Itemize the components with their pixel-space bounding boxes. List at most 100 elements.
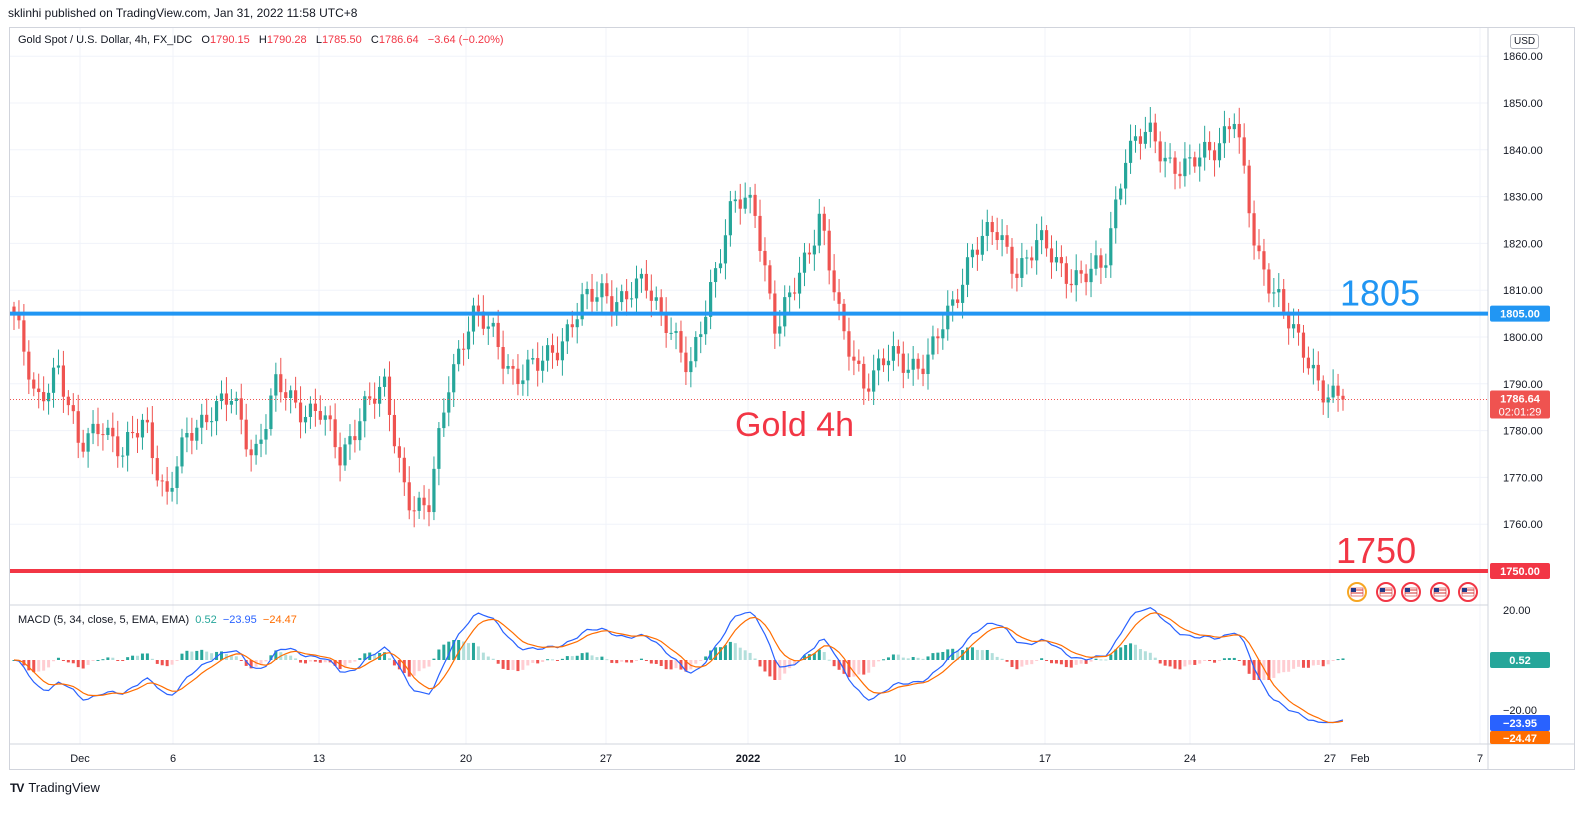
candle-body (679, 331, 683, 353)
macd-histogram-bar (353, 660, 357, 662)
currency-button[interactable]: USD (1510, 34, 1540, 49)
us-flag-event-icon[interactable] (1347, 582, 1367, 602)
candle-body (466, 331, 471, 350)
candle-body (862, 363, 866, 389)
candle-body (625, 291, 629, 300)
macd-histogram-bar (160, 660, 164, 666)
time-tick-label: 7 (1477, 753, 1483, 765)
macd-histogram-bar (516, 660, 520, 672)
macd-histogram-bar (990, 653, 994, 660)
macd-histogram-bar (995, 656, 999, 660)
macd-histogram-bar (1257, 660, 1261, 680)
candle-body (165, 481, 169, 492)
macd-histogram-bar (555, 660, 559, 661)
candle-body (570, 324, 574, 328)
macd-histogram-bar (921, 658, 925, 660)
candle-body (12, 306, 16, 314)
macd-histogram-bar (1277, 660, 1281, 674)
price-tick-label: 1840.00 (1503, 145, 1543, 157)
macd-histogram-bar (877, 660, 881, 662)
macd-histogram-bar (220, 651, 224, 660)
time-tick-label: 20 (460, 753, 472, 765)
tradingview-brand[interactable]: TV TradingView (10, 780, 100, 795)
level-axis-label: 1750.00 (1500, 566, 1540, 578)
candle-body (560, 341, 564, 361)
macd-histogram-bar (37, 660, 41, 672)
macd-histogram-bar (165, 660, 169, 667)
candle-body (644, 273, 648, 291)
us-flag-event-icon[interactable] (1458, 582, 1478, 602)
macd-histogram-bar (857, 660, 861, 675)
macd-histogram-bar (452, 640, 456, 660)
chart-annotation-title: Gold 4h (735, 406, 854, 444)
macd-histogram-bar (812, 653, 816, 660)
candle-body (1069, 283, 1073, 286)
macd-histogram-bar (891, 654, 895, 660)
candle-body (506, 365, 510, 369)
candle-body (135, 433, 140, 438)
macd-histogram-bar (397, 660, 401, 670)
macd-histogram-bar (1059, 660, 1063, 665)
candle-body (718, 263, 723, 269)
candle-body (1119, 188, 1123, 200)
candle-body (397, 446, 401, 458)
candle-body (590, 288, 594, 302)
macd-histogram-bar (718, 647, 722, 660)
candle-body (1020, 258, 1024, 278)
candle-body (269, 395, 273, 430)
macd-histogram-bar (778, 660, 782, 680)
macd-histogram-bar (1025, 660, 1029, 665)
macd-legend[interactable]: MACD (5, 34, close, 5, EMA, EMA) 0.52 −2… (18, 614, 297, 626)
macd-histogram-bar (32, 660, 36, 673)
candle-body (1084, 273, 1088, 283)
macd-histogram-bar (654, 660, 658, 664)
macd-histogram-bar (328, 660, 332, 663)
level-text: 1750 (1336, 530, 1416, 571)
us-flag-event-icon[interactable] (1376, 582, 1396, 602)
macd-histogram-bar (506, 660, 510, 671)
macd-histogram-bar (1094, 658, 1098, 660)
macd-histogram-bar (190, 651, 194, 660)
candle-body (881, 358, 886, 366)
macd-histogram-bar (615, 660, 619, 664)
macd-tick-label: 20.00 (1503, 605, 1531, 617)
macd-histogram-bar (27, 660, 31, 671)
macd-histogram-bar (788, 660, 792, 669)
candle-body (867, 388, 871, 392)
candle-body (121, 455, 125, 457)
candle-body (437, 428, 441, 469)
candle-body (580, 294, 584, 320)
macd-histogram-bar (1311, 660, 1315, 666)
candle-body (654, 297, 658, 301)
candle-body (817, 213, 821, 246)
symbol-legend[interactable]: Gold Spot / U.S. Dollar, 4h, FX_IDC O179… (18, 34, 504, 46)
macd-histogram-bar (1158, 660, 1162, 664)
macd-histogram-bar (383, 652, 387, 660)
time-tick-label: 2022 (736, 753, 760, 765)
candle-body (709, 282, 713, 317)
candle-body (1128, 140, 1133, 163)
flag-canton (1434, 588, 1439, 592)
macd-histogram-bar (1138, 649, 1142, 660)
candle-body (358, 421, 362, 441)
us-flag-event-icon[interactable] (1401, 582, 1421, 602)
macd-histogram-bar (560, 658, 564, 660)
macd-histogram-bar (807, 654, 811, 660)
candle-body (1035, 240, 1039, 261)
macd-histogram-bar (1020, 660, 1024, 667)
macd-histogram-bar (758, 660, 762, 667)
us-flag-event-icon[interactable] (1430, 582, 1450, 602)
macd-histogram-bar (1089, 660, 1093, 662)
macd-histogram-bar (1193, 660, 1197, 665)
macd-histogram-bar (491, 658, 495, 660)
candle-body (600, 283, 604, 298)
candle-body (210, 421, 214, 423)
candle-body (254, 443, 258, 456)
symbol-name: Gold Spot / U.S. Dollar, 4h, FX_IDC (18, 34, 193, 46)
flag-canton (1405, 588, 1410, 592)
macd-histogram-bar (946, 649, 950, 660)
candle-body (778, 326, 782, 334)
macd-histogram-bar (1005, 660, 1009, 662)
macd-histogram-bar (145, 653, 149, 660)
